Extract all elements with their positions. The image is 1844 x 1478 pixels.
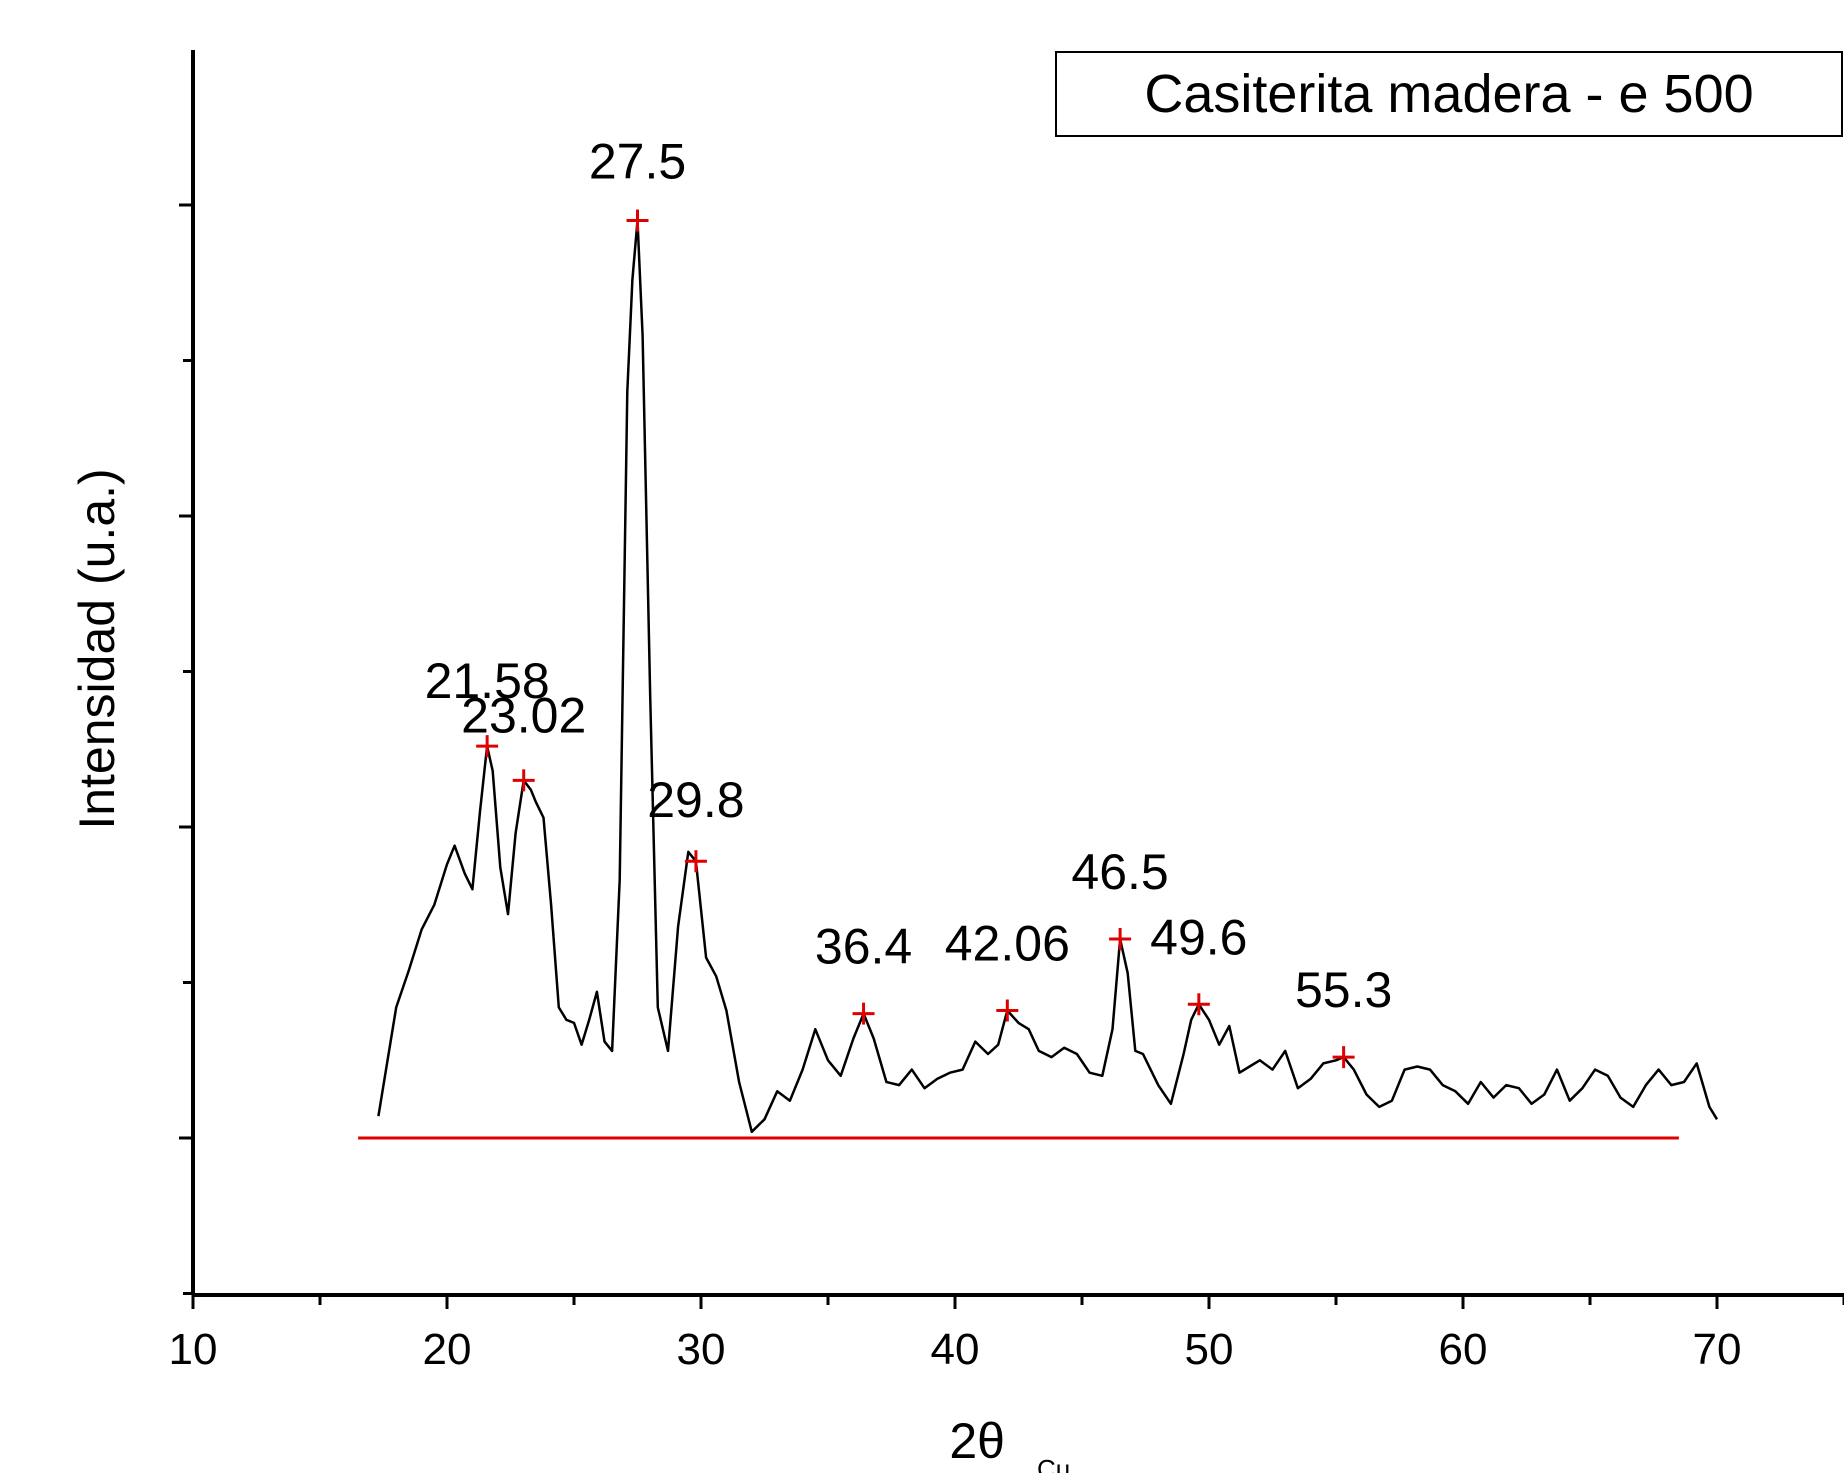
xrd-pattern-line [377, 219, 1719, 1134]
peak-marker [1109, 927, 1132, 950]
series-layer [377, 219, 1719, 1134]
peak-label: 21.58 [425, 653, 550, 709]
peak-marker [1332, 1046, 1355, 1069]
peak-label: 36.4 [815, 919, 912, 975]
peak-label: 27.5 [589, 134, 686, 190]
x-tick-label: 50 [1185, 1325, 1234, 1374]
peak-label: 42.06 [945, 915, 1070, 971]
peak-marker [852, 1002, 875, 1025]
peak-marker [476, 735, 499, 758]
peak-label: 46.5 [1071, 844, 1168, 900]
peak-marker [626, 209, 649, 232]
peak-marker [1187, 993, 1210, 1016]
x-axis-title: 2θ [949, 1413, 1005, 1469]
legend-entry-label: Casiterita madera - e 500 [1144, 64, 1753, 124]
peak-marker [684, 850, 707, 873]
y-axis-title: Intensidad (u.a.) [69, 468, 125, 829]
peak-label: 23.02 [461, 687, 586, 743]
x-tick-label: 20 [423, 1325, 472, 1374]
x-tick-label: 10 [169, 1325, 218, 1374]
legend: Casiterita madera - e 500 [1055, 51, 1843, 137]
x-tick-label: 60 [1439, 1325, 1488, 1374]
x-axis-title-main: 2θ [949, 1413, 1005, 1469]
axes-layer: 10 20 30 40 50 60 70 [169, 50, 1844, 1374]
peak-marker [996, 999, 1019, 1022]
x-tick-label: 30 [677, 1325, 726, 1374]
peak-marker [512, 769, 535, 792]
peak-label: 49.6 [1150, 909, 1247, 965]
legend-frame [1055, 51, 1843, 137]
x-tick-label: 70 [1693, 1325, 1742, 1374]
x-tick-label: 40 [931, 1325, 980, 1374]
peak-label: 55.3 [1295, 962, 1392, 1018]
peak-label: 29.8 [647, 772, 744, 828]
x-axis-title-subscript: Cu [1037, 1454, 1070, 1473]
